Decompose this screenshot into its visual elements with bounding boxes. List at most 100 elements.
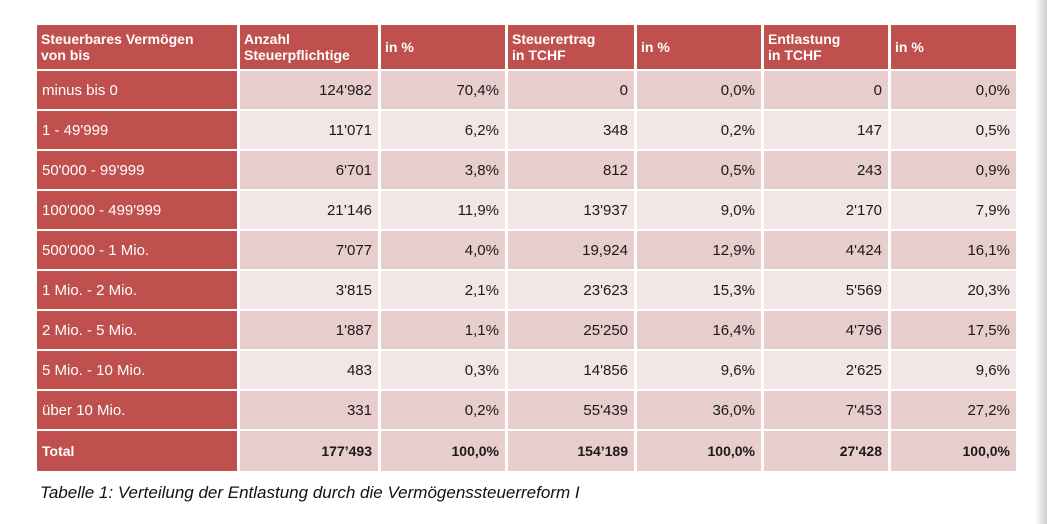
cell-count-pct: 4,0% — [381, 231, 505, 269]
cell-relief: 4'424 — [764, 231, 888, 269]
cell-revenue: 812 — [508, 151, 634, 189]
column-header-line1: Steuerbares Vermögen — [41, 31, 194, 47]
page-edge-shadow — [1035, 0, 1047, 524]
cell-count-pct: 100,0% — [381, 431, 505, 471]
cell-count: 11'071 — [240, 111, 378, 149]
cell-count: 6'701 — [240, 151, 378, 189]
cell-relief-pct: 17,5% — [891, 311, 1016, 349]
table-row: minus bis 0 124'982 70,4% 0 0,0% 0 0,0% — [37, 71, 1016, 109]
wealth-tax-table: Steuerbares Vermögen von bis Anzahl Steuerp… — [34, 23, 1019, 473]
column-header-3: Steuerertrag in TCHF — [508, 25, 634, 69]
cell-count: 21’146 — [240, 191, 378, 229]
cell-revenue-pct: 12,9% — [637, 231, 761, 269]
cell-revenue: 55'439 — [508, 391, 634, 429]
table-header: Steuerbares Vermögen von bis Anzahl Steuerp… — [37, 25, 1016, 69]
cell-revenue-pct: 16,4% — [637, 311, 761, 349]
cell-relief-pct: 16,1% — [891, 231, 1016, 269]
cell-revenue-pct: 15,3% — [637, 271, 761, 309]
column-header-2: in % — [381, 25, 505, 69]
table-row: 1 - 49'999 11'071 6,2% 348 0,2% 147 0,5% — [37, 111, 1016, 149]
cell-count-pct: 2,1% — [381, 271, 505, 309]
column-header-line2: von bis — [41, 47, 91, 63]
cell-relief-pct: 0,5% — [891, 111, 1016, 149]
table-row: 2 Mio. - 5 Mio. 1'887 1,1% 25'250 16,4% 4'796… — [37, 311, 1016, 349]
cell-count-pct: 70,4% — [381, 71, 505, 109]
column-header-line2: in TCHF — [768, 47, 822, 63]
cell-revenue: 19,924 — [508, 231, 634, 269]
cell-revenue-pct: 100,0% — [637, 431, 761, 471]
cell-count-pct: 0,2% — [381, 391, 505, 429]
table-row: 5 Mio. - 10 Mio. 483 0,3% 14'856 9,6% 2'625 9,… — [37, 351, 1016, 389]
cell-count: 7'077 — [240, 231, 378, 269]
cell-revenue: 13'937 — [508, 191, 634, 229]
column-header-4: in % — [637, 25, 761, 69]
cell-relief: 2'170 — [764, 191, 888, 229]
column-header-line1: Entlastung — [768, 31, 841, 47]
cell-count-pct: 0,3% — [381, 351, 505, 389]
table-caption: Tabelle 1: Verteilung der Entlastung dur… — [40, 483, 580, 502]
row-label: minus bis 0 — [37, 71, 237, 109]
wealth-tax-table-container: Steuerbares Vermögen von bis Anzahl Steuerp… — [37, 25, 1016, 471]
cell-revenue: 0 — [508, 71, 634, 109]
column-header-line1: in % — [895, 39, 924, 55]
cell-revenue: 25'250 — [508, 311, 634, 349]
cell-relief-pct: 7,9% — [891, 191, 1016, 229]
cell-count-pct: 6,2% — [381, 111, 505, 149]
cell-relief: 7'453 — [764, 391, 888, 429]
row-label: 500'000 - 1 Mio. — [37, 231, 237, 269]
cell-relief: 5'569 — [764, 271, 888, 309]
column-header-line1: in % — [385, 39, 414, 55]
column-header-1: Anzahl Steuerpflichtige — [240, 25, 378, 69]
cell-count: 124'982 — [240, 71, 378, 109]
cell-count-pct: 1,1% — [381, 311, 505, 349]
cell-relief: 27'428 — [764, 431, 888, 471]
cell-relief-pct: 27,2% — [891, 391, 1016, 429]
column-header-line1: Steuerertrag — [512, 31, 596, 47]
cell-revenue: 348 — [508, 111, 634, 149]
row-label: 100'000 - 499'999 — [37, 191, 237, 229]
column-header-line2: in TCHF — [512, 47, 566, 63]
cell-relief-pct: 0,9% — [891, 151, 1016, 189]
cell-relief: 147 — [764, 111, 888, 149]
table-row: 100'000 - 499'999 21’146 11,9% 13'937 9,0% 2'… — [37, 191, 1016, 229]
column-header-line1: in % — [641, 39, 670, 55]
cell-count: 331 — [240, 391, 378, 429]
table-row: 1 Mio. - 2 Mio. 3'815 2,1% 23'623 15,3% 5'569… — [37, 271, 1016, 309]
cell-revenue: 23'623 — [508, 271, 634, 309]
cell-revenue: 14'856 — [508, 351, 634, 389]
cell-revenue-pct: 9,6% — [637, 351, 761, 389]
cell-revenue-pct: 0,2% — [637, 111, 761, 149]
row-label: 50'000 - 99'999 — [37, 151, 237, 189]
cell-relief-pct: 100,0% — [891, 431, 1016, 471]
cell-count: 483 — [240, 351, 378, 389]
cell-relief: 4'796 — [764, 311, 888, 349]
cell-count-pct: 3,8% — [381, 151, 505, 189]
table-row: 500'000 - 1 Mio. 7'077 4,0% 19,924 12,9% 4'42… — [37, 231, 1016, 269]
cell-count-pct: 11,9% — [381, 191, 505, 229]
row-label: 1 Mio. - 2 Mio. — [37, 271, 237, 309]
cell-count: 3'815 — [240, 271, 378, 309]
header-row: Steuerbares Vermögen von bis Anzahl Steuerp… — [37, 25, 1016, 69]
row-label: 5 Mio. - 10 Mio. — [37, 351, 237, 389]
table-body: minus bis 0 124'982 70,4% 0 0,0% 0 0,0% 1 - 49'… — [37, 71, 1016, 471]
column-header-0: Steuerbares Vermögen von bis — [37, 25, 237, 69]
column-header-line2: Steuerpflichtige — [244, 47, 350, 63]
row-label: 1 - 49'999 — [37, 111, 237, 149]
table-row: über 10 Mio. 331 0,2% 55'439 36,0% 7'453 27,2% — [37, 391, 1016, 429]
row-label: Total — [37, 431, 237, 471]
cell-revenue-pct: 9,0% — [637, 191, 761, 229]
cell-revenue-pct: 0,0% — [637, 71, 761, 109]
cell-relief-pct: 9,6% — [891, 351, 1016, 389]
table-row: 50'000 - 99'999 6'701 3,8% 812 0,5% 243 0,9% — [37, 151, 1016, 189]
cell-count: 177’493 — [240, 431, 378, 471]
row-label: über 10 Mio. — [37, 391, 237, 429]
column-header-line1: Anzahl — [244, 31, 290, 47]
cell-revenue-pct: 0,5% — [637, 151, 761, 189]
cell-revenue: 154’189 — [508, 431, 634, 471]
total-row: Total 177’493 100,0% 154’189 100,0% 27'428 100… — [37, 431, 1016, 471]
cell-revenue-pct: 36,0% — [637, 391, 761, 429]
column-header-5: Entlastung in TCHF — [764, 25, 888, 69]
cell-count: 1'887 — [240, 311, 378, 349]
cell-relief: 2'625 — [764, 351, 888, 389]
